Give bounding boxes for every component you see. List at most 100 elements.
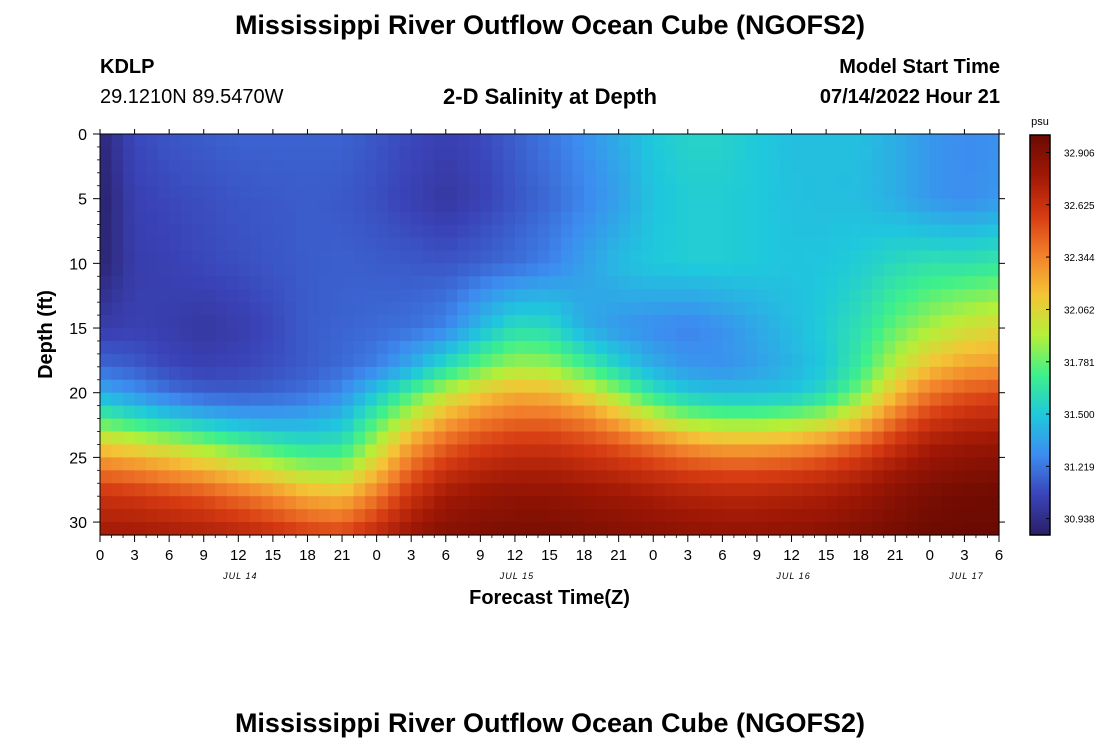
heatmap-cell [537,444,551,458]
heatmap-cell [768,340,781,355]
heatmap-cell [226,418,239,433]
heatmap-cell [342,328,355,342]
heatmap-cell [238,250,251,264]
heatmap-cell [987,315,1000,329]
heatmap-cell [238,392,251,407]
heatmap-cell [238,340,251,355]
heatmap-cell [872,457,885,471]
heatmap-cell [791,198,804,213]
heatmap-cell [353,185,366,200]
heatmap-cell [941,509,954,523]
heatmap-cell [457,522,470,536]
heatmap-cell [157,509,170,523]
heatmap-cell [342,483,355,497]
heatmap-cell [687,159,700,174]
heatmap-cell [895,211,908,226]
heatmap-cell [111,418,124,433]
heatmap-cell [514,276,528,290]
heatmap-cell [307,353,320,368]
heatmap-cell [480,289,493,303]
heatmap-cell [849,328,862,342]
heatmap-cell [468,392,481,407]
heatmap-cell [941,444,954,458]
heatmap-cell [791,159,804,174]
heatmap-cell [595,444,608,458]
heatmap-cell [630,444,643,458]
heatmap-cell [595,263,608,277]
heatmap-cell [353,353,366,368]
heatmap-cell [549,496,562,510]
heatmap-cells [100,134,1000,536]
heatmap-cell [699,315,712,329]
heatmap-cell [134,198,147,213]
heatmap-cell [215,340,228,355]
heatmap-cell [849,457,862,471]
heatmap-cell [123,250,136,264]
heatmap-cell [169,496,182,510]
heatmap-cell [826,444,839,458]
heatmap-cell [676,263,689,277]
heatmap-cell [780,134,793,148]
heatmap-cell [134,172,147,187]
heatmap-cell [238,353,251,368]
heatmap-cell [756,509,770,523]
heatmap-cell [445,483,458,497]
heatmap-cell [100,379,113,394]
heatmap-cell [872,146,885,161]
heatmap-cell [514,211,528,226]
heatmap-cell [388,444,401,458]
heatmap-cell [318,444,332,458]
heatmap-cell [537,470,551,484]
heatmap-cell [618,172,631,187]
colorbar-tick-label: 32.344 [1064,253,1095,264]
heatmap-cell [226,457,239,471]
heatmap-cell [618,457,631,471]
heatmap-cell [803,211,816,226]
heatmap-cell [618,211,631,226]
heatmap-cell [780,444,793,458]
heatmap-cell [768,159,781,174]
heatmap-cell [826,353,839,368]
heatmap-cell [111,289,124,303]
heatmap-cell [768,418,781,433]
heatmap-cell [503,289,516,303]
heatmap-cell [653,392,666,407]
heatmap-cell [376,444,389,458]
x-tick-label: 0 [96,547,104,564]
heatmap-cell [376,250,389,264]
heatmap-cell [342,444,355,458]
heatmap-cell [468,328,481,342]
heatmap-cell [192,211,205,226]
heatmap-cell [318,211,332,226]
heatmap-cell [722,431,735,446]
heatmap-cell [342,185,355,200]
heatmap-cell [468,444,481,458]
heatmap-cell [549,250,562,264]
heatmap-cell [537,457,551,471]
heatmap-cell [353,172,366,187]
heatmap-cell [342,431,355,446]
heatmap-cell [964,522,977,536]
heatmap-cell [134,457,147,471]
heatmap-cell [411,496,424,510]
heatmap-cell [330,315,343,329]
heatmap-cell [411,315,424,329]
heatmap-cell [284,340,297,355]
heatmap-cell [215,159,228,174]
heatmap-cell [607,444,620,458]
heatmap-cell [376,185,389,200]
heatmap-cell [595,366,608,381]
heatmap-cell [411,470,424,484]
heatmap-cell [226,379,239,394]
heatmap-cell [192,457,205,471]
heatmap-cell [791,340,804,355]
heatmap-cell [837,198,850,213]
x-tick-label: 12 [507,547,524,564]
heatmap-cell [169,444,182,458]
heatmap-cell [895,522,908,536]
heatmap-cell [768,392,781,407]
heatmap-cell [895,470,908,484]
heatmap-cell [134,224,147,239]
heatmap-cell [929,224,942,239]
heatmap-cell [630,328,643,342]
